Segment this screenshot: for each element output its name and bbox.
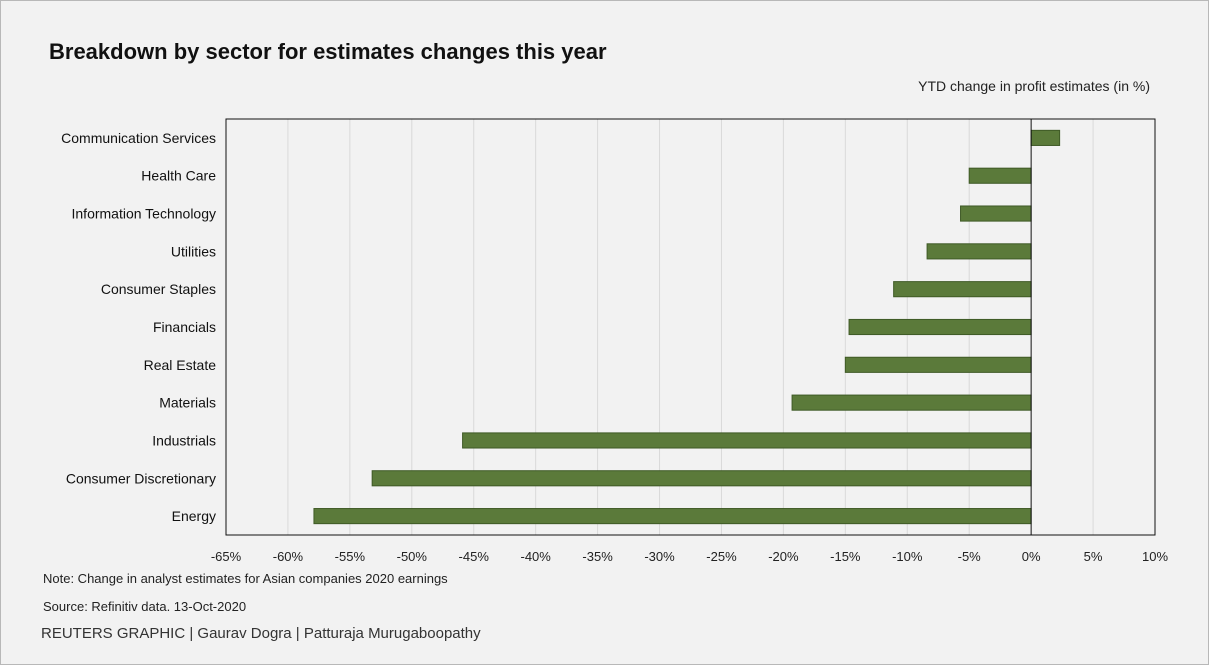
category-label: Financials: [153, 319, 216, 335]
x-tick-label: -25%: [706, 549, 737, 561]
bar: [893, 281, 1032, 298]
x-tick-label: -10%: [892, 549, 923, 561]
category-label: Industrials: [152, 432, 216, 448]
bar: [313, 508, 1032, 525]
bar-chart: Communication Services Health Care Informa…: [61, 118, 1169, 561]
category-label: Consumer Staples: [101, 281, 216, 297]
category-label: Energy: [172, 508, 216, 524]
category-label: Communication Services: [61, 130, 216, 146]
category-labels: Communication Services Health Care Informa…: [61, 130, 216, 524]
x-tick-label: -5%: [958, 549, 982, 561]
bar: [848, 318, 1032, 336]
x-tick-label: -30%: [644, 549, 675, 561]
x-tick-label: 5%: [1084, 549, 1103, 561]
x-axis-title: YTD change in profit estimates (in %): [918, 78, 1150, 94]
x-tick-label: -35%: [582, 549, 613, 561]
category-label: Consumer Discretionary: [66, 470, 216, 486]
bar: [791, 394, 1032, 411]
grid-lines: [287, 119, 1094, 535]
x-tick-label: -55%: [335, 549, 366, 561]
bar: [1030, 129, 1061, 146]
bar: [968, 167, 1032, 184]
chart-source: Source: Refinitiv data. 13-Oct-2020: [43, 599, 247, 614]
x-tick-label: 10%: [1142, 549, 1168, 561]
bar: [462, 432, 1032, 449]
chart-credit: REUTERS GRAPHIC | Gaurav Dogra | Pattura…: [41, 625, 481, 642]
chart-note: Note: Change in analyst estimates for As…: [43, 571, 448, 586]
chart-title: Breakdown by sector for estimates change…: [49, 39, 607, 64]
x-tick-label: -65%: [211, 549, 242, 561]
bar: [960, 205, 1032, 222]
x-tick-label: -45%: [459, 549, 490, 561]
bar: [844, 356, 1032, 373]
x-tick-label: -15%: [830, 549, 861, 561]
x-tick-labels: -65% -60% -55% -50% -45% -40% -35% -30% -25% -20%…: [211, 549, 1169, 561]
bars: [313, 129, 1061, 525]
x-tick-label: -40%: [520, 549, 551, 561]
category-label: Health Care: [141, 168, 216, 184]
category-label: Information Technology: [72, 206, 217, 222]
bar: [371, 470, 1032, 487]
x-tick-label: -20%: [768, 549, 799, 561]
bar: [926, 243, 1032, 260]
category-label: Materials: [159, 395, 216, 411]
x-tick-label: -50%: [397, 549, 428, 561]
x-tick-label: -60%: [273, 549, 304, 561]
x-tick-label: 0%: [1022, 549, 1041, 561]
plot-area-border: [225, 118, 1156, 536]
category-label: Real Estate: [144, 357, 217, 373]
category-label: Utilities: [171, 243, 216, 259]
